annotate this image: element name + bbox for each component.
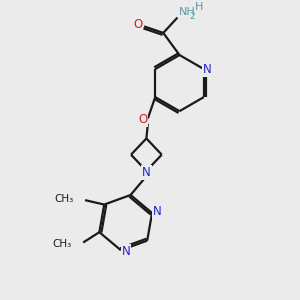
Text: O: O	[133, 18, 142, 32]
Text: O: O	[138, 113, 147, 126]
Text: N: N	[142, 166, 151, 179]
Text: H: H	[195, 2, 203, 12]
Text: N: N	[203, 63, 212, 76]
Text: N: N	[153, 205, 162, 218]
Text: N: N	[122, 245, 130, 258]
Text: NH: NH	[179, 7, 196, 17]
Text: 2: 2	[190, 12, 196, 21]
Text: CH₃: CH₃	[55, 194, 74, 204]
Text: CH₃: CH₃	[53, 239, 72, 249]
